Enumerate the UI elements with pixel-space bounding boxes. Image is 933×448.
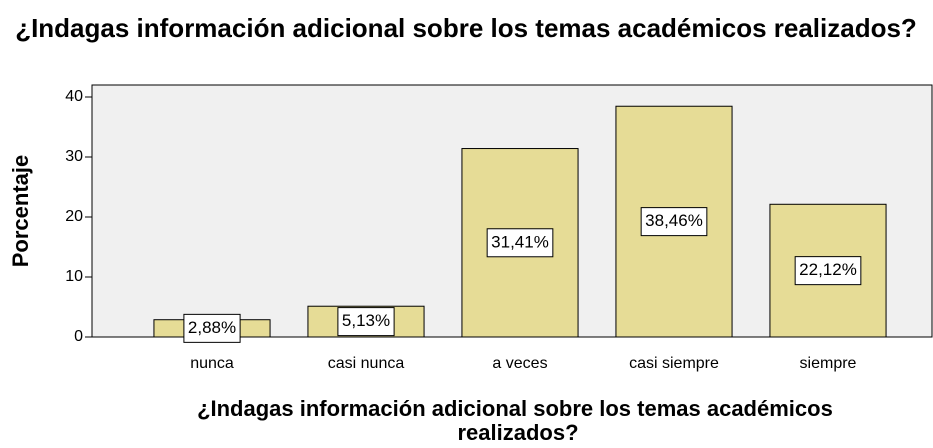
x-tick-label: a veces (492, 355, 547, 372)
y-tick-label: 20 (65, 208, 83, 225)
y-tick-label: 0 (74, 328, 83, 345)
value-label: 38,46% (645, 211, 703, 230)
x-axis-title: ¿Indagas información adicional sobre los… (197, 396, 839, 445)
value-label-box (337, 307, 395, 337)
y-tick-label: 30 (65, 148, 83, 165)
value-label-box (794, 256, 862, 286)
x-tick-label: casi siempre (629, 355, 719, 372)
value-label: 22,12% (799, 260, 857, 279)
bar (769, 203, 887, 338)
value-label: 2,88% (188, 318, 236, 337)
x-tick-label: casi nunca (328, 355, 405, 372)
y-tick-label: 10 (65, 268, 83, 285)
value-label-box (640, 207, 708, 237)
y-tick-label: 40 (65, 88, 83, 105)
y-axis-title: Porcentaje (8, 155, 33, 268)
value-label: 31,41% (491, 232, 549, 251)
value-label-box (486, 228, 554, 258)
value-label-box (183, 313, 241, 343)
chart-title: ¿Indagas información adicional sobre los… (15, 13, 917, 43)
value-label: 5,13% (342, 311, 390, 330)
x-tick-label: siempre (800, 355, 857, 372)
x-tick-label: nunca (190, 355, 234, 372)
